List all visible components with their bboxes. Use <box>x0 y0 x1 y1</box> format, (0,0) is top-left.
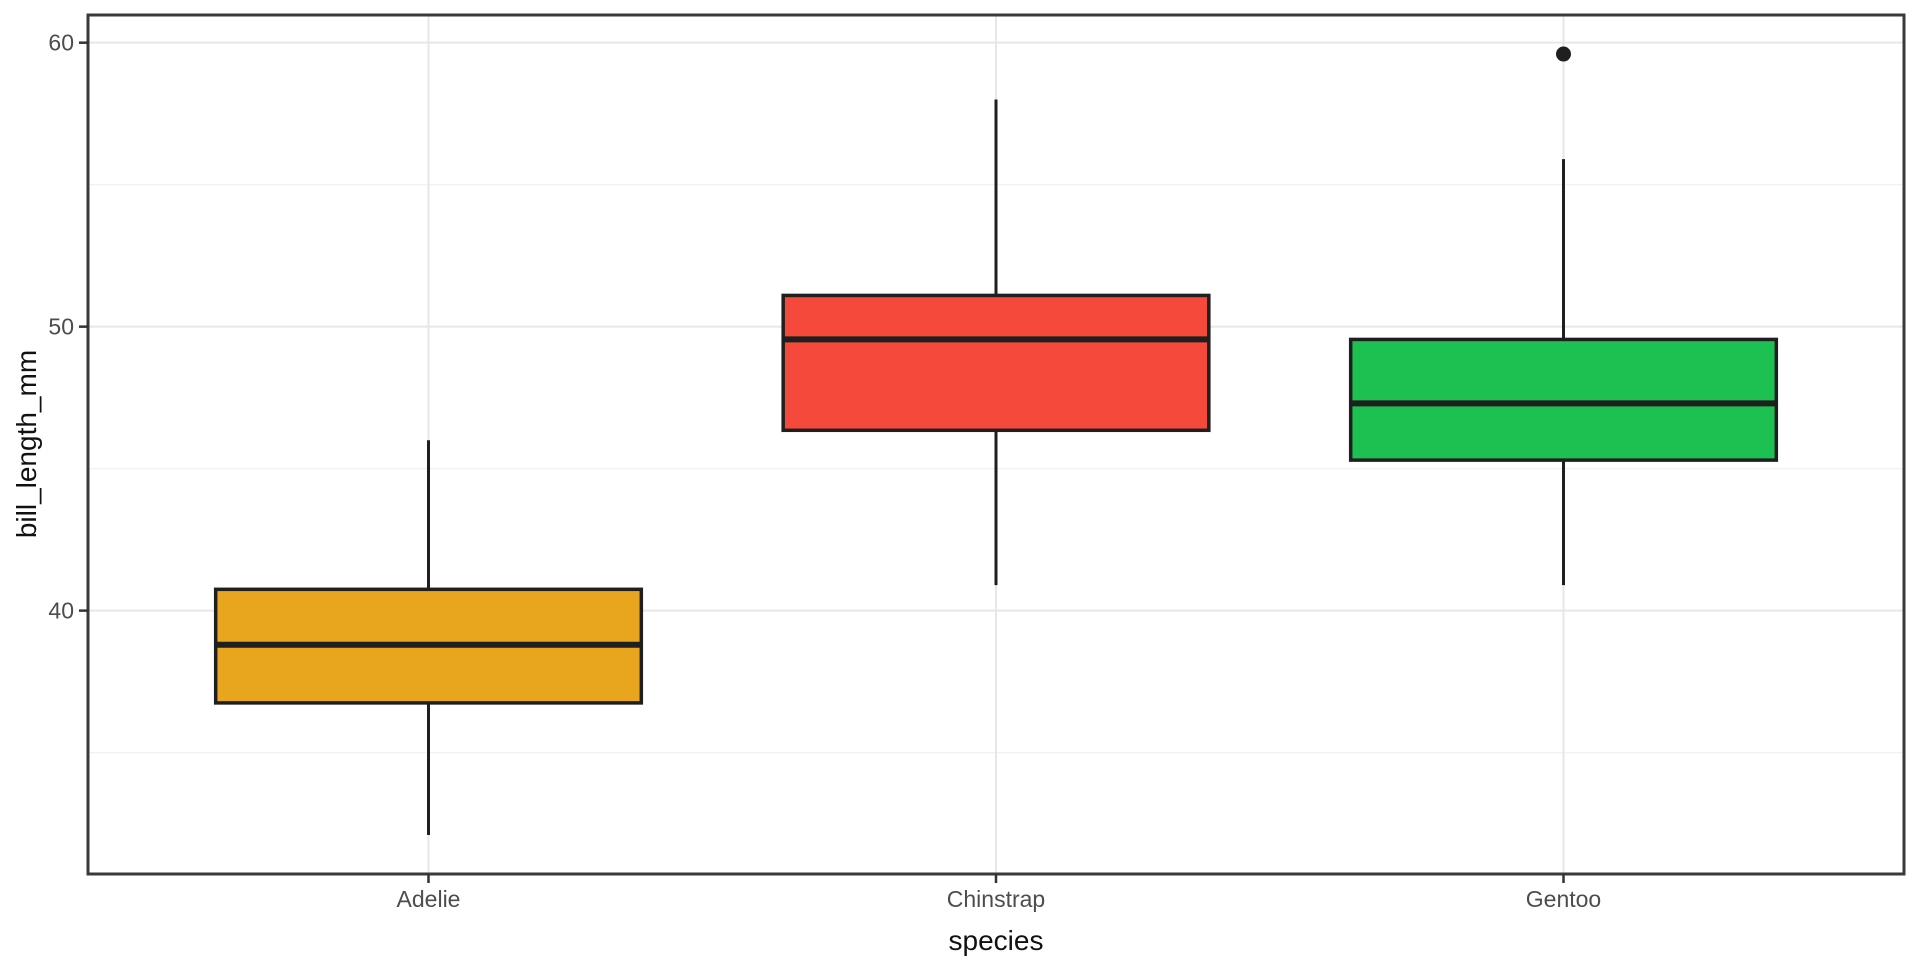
x-tick-label-gentoo: Gentoo <box>1526 886 1601 912</box>
y-axis-title: bill_length_mm <box>11 349 42 539</box>
x-axis-title: species <box>948 925 1044 956</box>
outlier-gentoo <box>1556 46 1571 62</box>
y-tick-label-50: 50 <box>48 314 74 340</box>
box-gentoo <box>1348 337 1779 462</box>
y-tick-label-40: 40 <box>48 598 74 624</box>
x-tick-label-adelie: Adelie <box>397 886 461 912</box>
x-tick-label-chinstrap: Chinstrap <box>947 886 1045 912</box>
y-tick-label-60: 60 <box>48 30 74 56</box>
box-chinstrap <box>781 293 1211 433</box>
